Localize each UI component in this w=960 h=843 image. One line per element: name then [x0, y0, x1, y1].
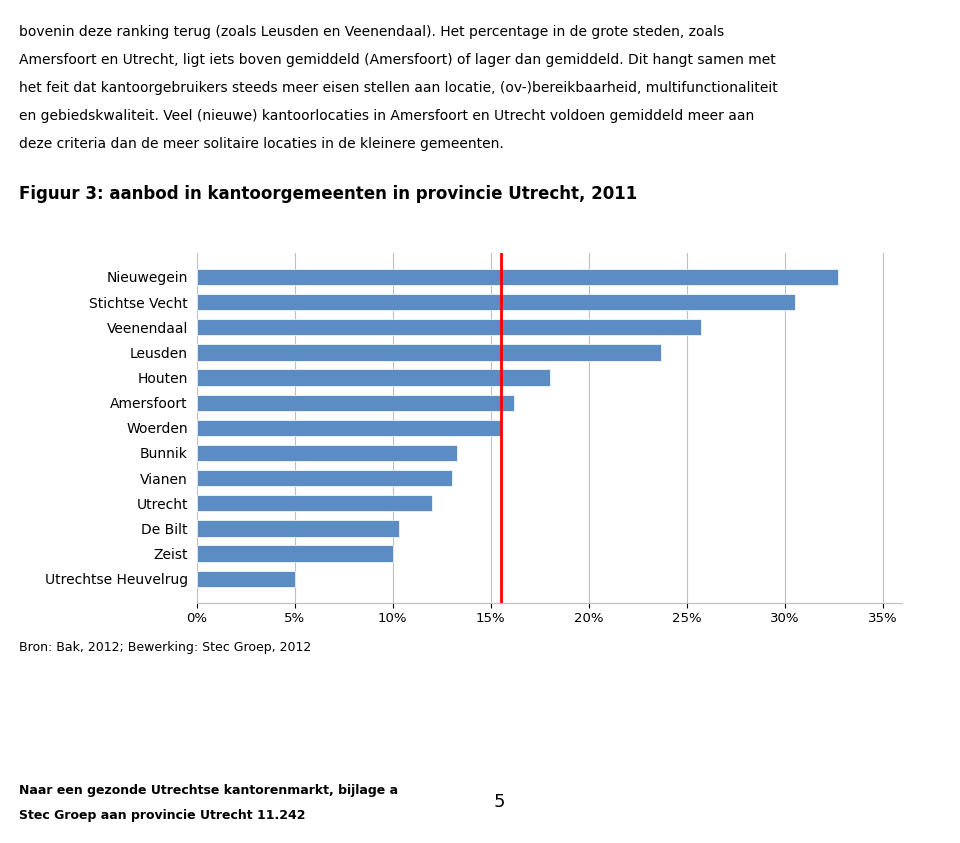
Bar — [197, 395, 515, 411]
Bar — [197, 495, 432, 512]
Bar — [197, 470, 451, 486]
Bar — [197, 445, 458, 461]
Bar — [197, 269, 838, 285]
Text: Figuur 3: aanbod in kantoorgemeenten in provincie Utrecht, 2011: Figuur 3: aanbod in kantoorgemeenten in … — [19, 185, 637, 203]
Bar — [197, 545, 393, 561]
Text: Amersfoort en Utrecht, ligt iets boven gemiddeld (Amersfoort) of lager dan gemid: Amersfoort en Utrecht, ligt iets boven g… — [19, 53, 776, 67]
Text: en gebiedskwaliteit. Veel (nieuwe) kantoorlocaties in Amersfoort en Utrecht vold: en gebiedskwaliteit. Veel (nieuwe) kanto… — [19, 109, 755, 123]
Text: deze criteria dan de meer solitaire locaties in de kleinere gemeenten.: deze criteria dan de meer solitaire loca… — [19, 137, 504, 151]
Text: bovenin deze ranking terug (zoals Leusden en Veenendaal). Het percentage in de g: bovenin deze ranking terug (zoals Leusde… — [19, 25, 725, 40]
Bar — [197, 420, 500, 436]
Text: Stec Groep aan provincie Utrecht 11.242: Stec Groep aan provincie Utrecht 11.242 — [19, 809, 305, 822]
Bar — [197, 571, 295, 587]
Text: 5: 5 — [493, 793, 505, 811]
Bar — [197, 294, 795, 310]
Text: Bron: Bak, 2012; Bewerking: Stec Groep, 2012: Bron: Bak, 2012; Bewerking: Stec Groep, … — [19, 641, 311, 653]
Text: Naar een gezonde Utrechtse kantorenmarkt, bijlage a: Naar een gezonde Utrechtse kantorenmarkt… — [19, 784, 398, 797]
Bar — [197, 520, 398, 536]
Text: het feit dat kantoorgebruikers steeds meer eisen stellen aan locatie, (ov-)berei: het feit dat kantoorgebruikers steeds me… — [19, 81, 778, 95]
Bar — [197, 344, 661, 361]
Bar — [197, 369, 549, 386]
Bar — [197, 319, 701, 336]
